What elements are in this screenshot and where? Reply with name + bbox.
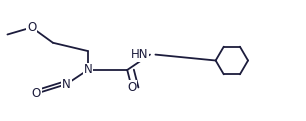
Text: O: O	[127, 81, 136, 94]
Text: O: O	[32, 87, 41, 100]
Text: N: N	[84, 63, 92, 76]
Text: N: N	[62, 78, 71, 91]
Text: O: O	[27, 21, 36, 34]
Text: HN: HN	[131, 48, 148, 61]
